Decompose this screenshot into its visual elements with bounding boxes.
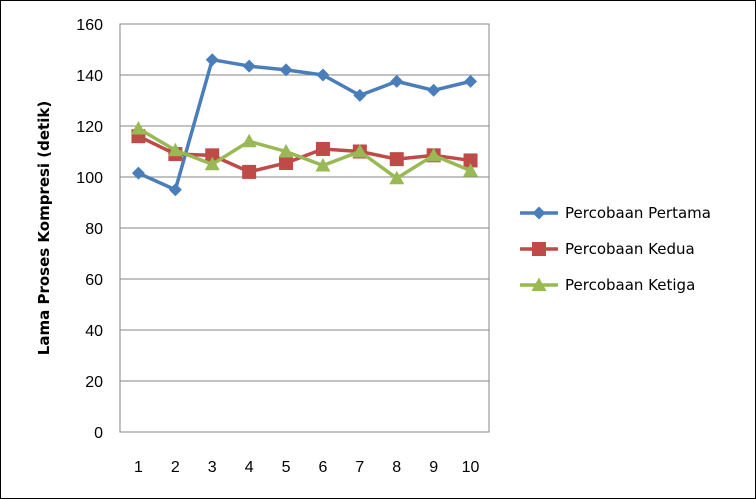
- data-point-percobaan-ketiga: [315, 158, 331, 172]
- legend-marker-percobaan-ketiga: [531, 277, 547, 291]
- data-point-percobaan-pertama: [464, 74, 478, 88]
- legend-label-percobaan-ketiga: Percobaan Ketiga: [565, 276, 695, 294]
- x-tick-label: 1: [134, 459, 143, 476]
- legend: Percobaan Pertama Percobaan Kedua Percobaa…: [520, 204, 711, 294]
- plot-area-border: [119, 23, 490, 433]
- data-point-percobaan-kedua: [279, 155, 294, 170]
- data-point-percobaan-ketiga: [167, 142, 183, 157]
- y-tick-label: 40: [85, 323, 103, 340]
- data-point-percobaan-ketiga: [278, 144, 294, 158]
- data-point-percobaan-ketiga: [241, 133, 257, 148]
- y-tick-label: 140: [76, 68, 103, 85]
- data-point-percobaan-ketiga: [426, 147, 442, 162]
- series-line-percobaan-kedua: [137, 134, 471, 174]
- x-tick-label: 6: [318, 459, 327, 476]
- legend-label-percobaan-kedua: Percobaan Kedua: [565, 240, 695, 258]
- x-tick-labels: 1 2 3 4 5 6 7 8 9 10: [134, 459, 480, 476]
- data-point-percobaan-pertama: [242, 59, 256, 73]
- y-tick-label: 60: [85, 272, 103, 289]
- x-tick-label: 4: [245, 459, 254, 476]
- data-point-percobaan-pertama: [279, 63, 293, 77]
- data-point-percobaan-pertama: [427, 83, 441, 97]
- y-tick-label: 20: [85, 374, 103, 391]
- y-tick-label: 0: [94, 425, 103, 442]
- legend-marker-percobaan-pertama: [532, 206, 546, 220]
- data-point-percobaan-ketiga: [463, 163, 479, 177]
- series-group: [130, 53, 479, 197]
- data-point-percobaan-pertama: [390, 74, 404, 88]
- legend-marker-percobaan-kedua: [532, 242, 546, 256]
- y-tick-label: 160: [76, 17, 103, 34]
- y-tick-labels: 0 20 40 60 80 100 120 140 160: [76, 17, 103, 442]
- legend-label-percobaan-pertama: Percobaan Pertama: [565, 204, 711, 222]
- x-tick-label: 8: [392, 459, 401, 476]
- x-tick-label: 10: [462, 459, 480, 476]
- x-tick-label: 7: [355, 459, 364, 476]
- data-point-percobaan-pertama: [205, 53, 219, 67]
- data-point-percobaan-pertama: [353, 88, 367, 102]
- series-line-percobaan-pertama: [137, 57, 471, 192]
- y-axis-label: Lama Proses Kompresi (detik): [35, 101, 53, 355]
- y-tick-label: 80: [85, 221, 103, 238]
- data-point-percobaan-ketiga: [204, 156, 220, 171]
- x-tick-label: 5: [282, 459, 291, 476]
- x-tick-label: 3: [208, 459, 217, 476]
- gridlines: [120, 74, 489, 382]
- x-tick-label: 9: [429, 459, 438, 476]
- data-point-percobaan-kedua: [315, 141, 330, 156]
- data-point-percobaan-kedua: [242, 164, 257, 179]
- data-point-percobaan-pertama: [131, 166, 145, 180]
- data-point-percobaan-ketiga: [352, 144, 368, 158]
- data-point-percobaan-kedua: [463, 153, 478, 168]
- data-point-percobaan-kedua: [205, 148, 220, 163]
- y-tick-label: 120: [76, 119, 103, 136]
- y-tick-label: 100: [76, 170, 103, 187]
- data-point-percobaan-ketiga: [130, 121, 146, 135]
- data-point-percobaan-pertama: [168, 183, 182, 197]
- series-line-percobaan-ketiga: [137, 127, 472, 181]
- data-point-percobaan-ketiga: [389, 170, 405, 185]
- data-point-percobaan-pertama: [316, 68, 330, 82]
- data-point-percobaan-kedua: [389, 152, 404, 167]
- x-tick-label: 2: [171, 459, 180, 476]
